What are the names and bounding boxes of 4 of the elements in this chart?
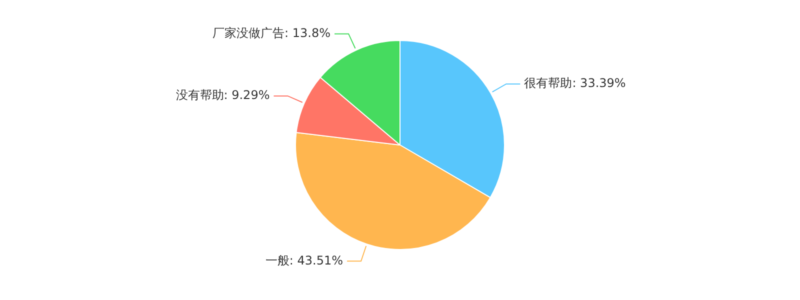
slice-label: 厂家没做广告: 13.8% xyxy=(212,26,331,40)
slice-label: 很有帮助: 33.39% xyxy=(524,76,626,90)
slice-label: 没有帮助: 9.29% xyxy=(176,88,270,102)
slice-label: 一般: 43.51% xyxy=(265,253,344,268)
